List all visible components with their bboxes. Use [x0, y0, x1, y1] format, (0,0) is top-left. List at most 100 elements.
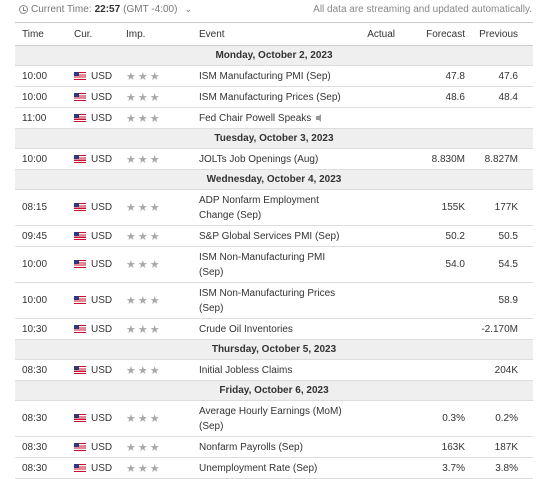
importance-cell: ★★★	[119, 189, 195, 226]
event-previous: 204K	[468, 359, 533, 381]
event-name-cell[interactable]: Initial Jobless Claims	[195, 359, 345, 381]
event-row[interactable]: 08:30 USD ★★★ Initial Jobless Claims 204K	[15, 359, 533, 381]
event-currency-cell: USD	[67, 318, 119, 340]
event-name-cell[interactable]: Unemployment Rate (Sep)	[195, 457, 345, 479]
event-forecast: 155K	[395, 189, 468, 226]
event-actual	[345, 359, 395, 381]
event-name-cell[interactable]: ISM Manufacturing Prices (Sep)	[195, 86, 345, 108]
event-row[interactable]: 10:30 USD ★★★ Crude Oil Inventories -2.170M	[15, 318, 533, 340]
importance-cell: ★★★	[119, 148, 195, 170]
importance-stars-icon: ★★★	[126, 230, 162, 243]
event-row[interactable]: 08:15 USD ★★★ ADP Nonfarm Employment Change…	[15, 189, 533, 226]
clock-icon	[19, 5, 28, 14]
event-name-cell[interactable]: Nonfarm Payrolls (Sep)	[195, 436, 345, 458]
event-forecast: 54.0	[395, 246, 468, 283]
event-forecast	[395, 359, 468, 381]
event-name-cell[interactable]: Fed Chair Powell Speaks	[195, 107, 345, 129]
event-currency-cell: USD	[67, 148, 119, 170]
importance-stars-icon: ★★★	[126, 295, 162, 307]
event-time: 10:00	[15, 282, 67, 319]
us-flag-icon	[74, 365, 86, 374]
us-flag-icon	[74, 260, 86, 269]
event-name[interactable]: ADP Nonfarm Employment Change (Sep)	[199, 194, 319, 221]
chevron-down-icon[interactable]: ⌄	[184, 4, 192, 14]
event-name[interactable]: ISM Non-Manufacturing Prices (Sep)	[199, 287, 336, 314]
day-date: Monday, October 2, 2023	[15, 45, 533, 66]
event-name[interactable]: Initial Jobless Claims	[199, 364, 293, 376]
event-name[interactable]: ISM Non-Manufacturing PMI (Sep)	[199, 251, 326, 278]
event-name-cell[interactable]: ADP Nonfarm Employment Change (Sep)	[195, 189, 345, 226]
event-row[interactable]: 08:30 USD ★★★ Unemployment Rate (Sep) 3.7% 3.…	[15, 457, 533, 479]
event-previous: 48.4	[468, 86, 533, 108]
event-currency-cell: USD	[67, 359, 119, 381]
timezone-selector[interactable]: Current Time: 22:57 (GMT -4:00) ⌄	[19, 4, 192, 15]
event-name[interactable]: Fed Chair Powell Speaks	[199, 112, 312, 124]
event-row[interactable]: 10:00 USD ★★★ ISM Non-Manufacturing Prices …	[15, 282, 533, 319]
event-name[interactable]: Crude Oil Inventories	[199, 323, 293, 335]
col-actual: Actual	[345, 22, 395, 46]
event-previous: 187K	[468, 436, 533, 458]
event-name[interactable]: ISM Manufacturing Prices (Sep)	[199, 91, 341, 103]
event-actual	[345, 148, 395, 170]
us-flag-icon	[74, 71, 86, 80]
event-name[interactable]: Average Hourly Earnings (MoM) (Sep)	[199, 405, 342, 432]
event-name-cell[interactable]: S&P Global Services PMI (Sep)	[195, 225, 345, 247]
day-date: Thursday, October 5, 2023	[15, 339, 533, 360]
day-header-row: Monday, October 2, 2023	[15, 45, 533, 66]
event-previous: 177K	[468, 189, 533, 226]
event-row[interactable]: 08:30 USD ★★★ Nonfarm Payrolls (Sep) 163K 187…	[15, 436, 533, 458]
us-flag-icon	[74, 154, 86, 163]
event-name-cell[interactable]: ISM Manufacturing PMI (Sep)	[195, 65, 345, 87]
event-forecast: 163K	[395, 436, 468, 458]
event-row[interactable]: 10:00 USD ★★★ JOLTs Job Openings (Aug) 8.830…	[15, 148, 533, 170]
calendar-toolbar: Current Time: 22:57 (GMT -4:00) ⌄ All da…	[0, 0, 541, 22]
importance-cell: ★★★	[119, 65, 195, 87]
event-name-cell[interactable]: JOLTs Job Openings (Aug)	[195, 148, 345, 170]
event-currency-cell: USD	[67, 282, 119, 319]
event-previous: 58.9	[468, 282, 533, 319]
event-name-cell[interactable]: Average Hourly Earnings (MoM) (Sep)	[195, 400, 345, 437]
event-name-cell[interactable]: Crude Oil Inventories	[195, 318, 345, 340]
event-name-cell[interactable]: ISM Non-Manufacturing PMI (Sep)	[195, 246, 345, 283]
us-flag-icon	[74, 113, 86, 122]
event-row[interactable]: 09:45 USD ★★★ S&P Global Services PMI (Sep)…	[15, 225, 533, 247]
event-previous	[468, 107, 533, 129]
importance-stars-icon: ★★★	[126, 202, 162, 214]
importance-stars-icon: ★★★	[126, 462, 162, 475]
event-name-cell[interactable]: ISM Non-Manufacturing Prices (Sep)	[195, 282, 345, 319]
event-row[interactable]: 11:00 USD ★★★ Fed Chair Powell Speaks	[15, 107, 533, 129]
event-currency: USD	[91, 295, 113, 306]
event-forecast	[395, 282, 468, 319]
event-name[interactable]: JOLTs Job Openings (Aug)	[199, 153, 319, 165]
event-actual	[345, 282, 395, 319]
us-flag-icon	[74, 92, 86, 101]
event-time: 08:30	[15, 359, 67, 381]
event-name[interactable]: Unemployment Rate (Sep)	[199, 462, 318, 474]
us-flag-icon	[74, 296, 86, 305]
event-previous: 3.8%	[468, 457, 533, 479]
current-time-label: Current Time:	[31, 4, 92, 15]
event-forecast: 48.6	[395, 86, 468, 108]
event-row[interactable]: 10:00 USD ★★★ ISM Manufacturing PMI (Sep) 47…	[15, 65, 533, 87]
event-row[interactable]: 08:30 USD ★★★ Average Hourly Earnings (MoM)…	[15, 400, 533, 437]
event-forecast: 0.3%	[395, 400, 468, 437]
event-name[interactable]: ISM Manufacturing PMI (Sep)	[199, 70, 331, 82]
event-row[interactable]: 10:00 USD ★★★ ISM Manufacturing Prices (Sep…	[15, 86, 533, 108]
event-forecast: 47.8	[395, 65, 468, 87]
event-time: 11:00	[15, 107, 67, 129]
event-currency-cell: USD	[67, 457, 119, 479]
col-forecast: Forecast	[395, 22, 468, 46]
event-currency: USD	[91, 230, 113, 242]
event-name[interactable]: Nonfarm Payrolls (Sep)	[199, 441, 303, 453]
event-currency-cell: USD	[67, 246, 119, 283]
importance-stars-icon: ★★★	[126, 70, 162, 83]
event-currency-cell: USD	[67, 189, 119, 226]
event-row[interactable]: 10:00 USD ★★★ ISM Non-Manufacturing PMI (Se…	[15, 246, 533, 283]
importance-stars-icon: ★★★	[126, 112, 162, 125]
us-flag-icon	[74, 324, 86, 333]
event-previous: 50.5	[468, 225, 533, 247]
streaming-note: All data are streaming and updated autom…	[313, 4, 532, 15]
us-flag-icon	[74, 442, 86, 451]
event-time: 08:30	[15, 436, 67, 458]
event-name[interactable]: S&P Global Services PMI (Sep)	[199, 230, 340, 242]
